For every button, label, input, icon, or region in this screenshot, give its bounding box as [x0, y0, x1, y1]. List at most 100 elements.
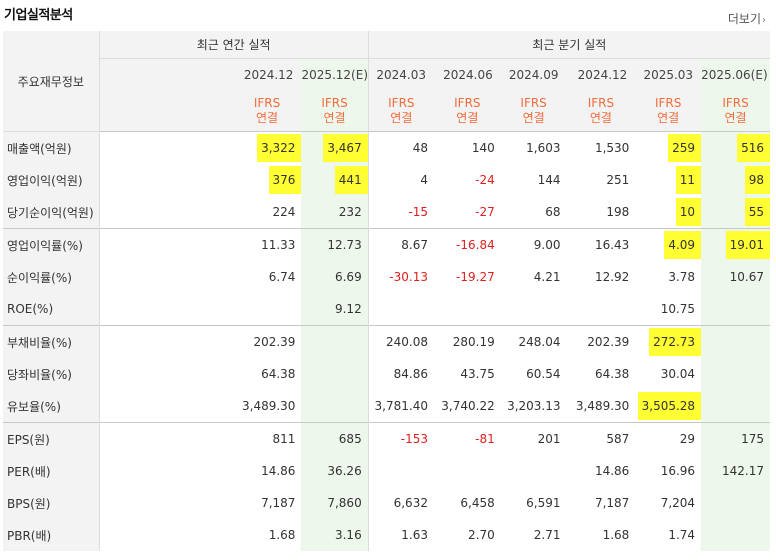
blank-cell: [166, 164, 233, 196]
value-cell: 280.19: [433, 325, 501, 358]
value-cell: 9.12: [301, 293, 369, 326]
value-cell: 30.04: [635, 358, 701, 390]
value-text: 3,781.40: [374, 399, 428, 413]
value-cell: [367, 455, 434, 487]
value-text: 48: [412, 141, 428, 155]
value-text: 3,322: [261, 141, 296, 155]
value-cell: [701, 487, 770, 519]
value-cell: 48: [367, 131, 434, 164]
value-text: 175: [741, 432, 764, 446]
value-cell: 1,603: [501, 132, 567, 165]
value-cell: 142.17: [701, 455, 770, 487]
ifrs-label: IFRS: [321, 96, 348, 110]
value-text: 7,860: [327, 496, 362, 510]
table-row: PBR(배) 1.68 3.16 1.63 2.70 2.71 1.68 1.74: [3, 519, 770, 551]
value-text: 64.38: [261, 367, 296, 381]
section-title: 기업실적분석: [4, 8, 73, 23]
value-cell: 587: [566, 422, 636, 455]
more-link[interactable]: 더보기›: [728, 10, 766, 27]
table-row: 영업이익률(%) 11.33 12.73 8.67 -16.84 9.00 16.43 4.0…: [3, 228, 770, 261]
row-label: 영업이익(억원): [3, 164, 100, 196]
value-cell: 272.73: [635, 325, 702, 358]
value-cell: 240.08: [367, 325, 434, 358]
blank-cell: [166, 261, 233, 293]
value-text: 7,187: [594, 496, 630, 510]
consolidated-label: 연결: [323, 111, 346, 125]
value-text: -30.13: [389, 270, 428, 284]
value-cell: 9.00: [500, 228, 567, 261]
value-cell: 251: [567, 164, 636, 196]
value-cell: 175: [701, 422, 770, 455]
value-text: 98: [748, 173, 764, 187]
ifrs-header: IFRS 연결: [433, 91, 501, 132]
value-cell: 3,489.30: [233, 390, 302, 423]
value-cell: 12.73: [301, 228, 369, 261]
value-cell: 10.75: [635, 293, 701, 326]
value-text: 202.39: [587, 335, 630, 349]
value-text: 6.74: [268, 270, 296, 284]
ifrs-label: IFRS: [388, 96, 415, 110]
value-text: 8.67: [401, 238, 428, 252]
value-text: 19.01: [729, 238, 764, 252]
value-text: 685: [338, 432, 362, 446]
value-cell: 14.86: [233, 455, 302, 487]
ifrs-label: IFRS: [654, 96, 682, 110]
table-row: PER(배) 14.86 36.26 14.86 16.96 142.17: [3, 455, 770, 487]
blank-cell: [166, 132, 233, 165]
value-cell: 3,467: [301, 131, 369, 164]
row-label: BPS(원): [3, 487, 100, 519]
ifrs-label: IFRS: [722, 96, 749, 110]
value-cell: 7,187: [233, 487, 302, 519]
blank-header-cell: [165, 58, 233, 91]
value-cell: 55: [701, 196, 770, 229]
value-cell: 64.38: [567, 358, 636, 390]
table-row: BPS(원) 7,187 7,860 6,632 6,458 6,591 7,187 7,20…: [3, 487, 770, 519]
value-text: 12.73: [327, 238, 362, 252]
value-cell: 516: [701, 131, 770, 164]
ifrs-header: IFRS 연결: [367, 91, 434, 132]
value-text: 144: [537, 173, 561, 187]
value-cell: [567, 293, 636, 326]
value-text: 11: [679, 173, 696, 187]
value-cell: 11.33: [232, 228, 302, 261]
value-text: -15: [408, 205, 428, 219]
value-cell: 1.74: [635, 519, 701, 551]
value-cell: 11: [635, 164, 701, 196]
value-cell: 98: [701, 164, 770, 196]
blank-cell: [166, 358, 233, 390]
value-text: 1,603: [526, 141, 561, 155]
value-cell: 16.96: [635, 455, 701, 487]
value-text: 6,458: [460, 496, 495, 510]
value-text: 1.68: [268, 528, 296, 542]
value-cell: -153: [367, 422, 434, 455]
value-cell: 19.01: [701, 228, 770, 261]
value-cell: [501, 293, 567, 326]
blank-cell: [99, 196, 166, 229]
value-text: 202.39: [253, 335, 296, 349]
period-header: 2025.06(E): [701, 58, 770, 91]
row-label: EPS(원): [3, 422, 100, 455]
value-cell: 1.63: [367, 519, 434, 551]
value-text: 240.08: [385, 335, 428, 349]
value-text: 142.17: [722, 464, 764, 478]
blank-cell: [99, 519, 166, 551]
value-cell: 201: [500, 422, 567, 455]
value-text: 2.70: [468, 528, 495, 542]
value-cell: 6,458: [434, 487, 501, 519]
value-text: 1.74: [668, 528, 696, 542]
value-text: 280.19: [452, 335, 495, 349]
value-cell: [701, 390, 770, 423]
value-cell: 68: [501, 196, 567, 229]
value-cell: 376: [233, 164, 302, 196]
consolidated-label: 연결: [522, 111, 545, 125]
value-cell: -81: [433, 422, 501, 455]
row-label: 매출액(억원): [3, 131, 100, 164]
value-text: 7,204: [660, 496, 696, 510]
value-cell: 6.69: [301, 261, 369, 293]
value-text: -153: [400, 432, 428, 446]
table-row: 당좌비율(%) 64.38 84.86 43.75 60.54 64.38 30.04: [3, 358, 770, 390]
table-row: ROE(%) 9.12 10.75: [3, 293, 770, 326]
value-cell: 3,203.13: [501, 390, 567, 423]
table-row: EPS(원) 811 685 -153 -81 201 587 29 175: [3, 422, 770, 455]
value-cell: 7,860: [301, 487, 369, 519]
